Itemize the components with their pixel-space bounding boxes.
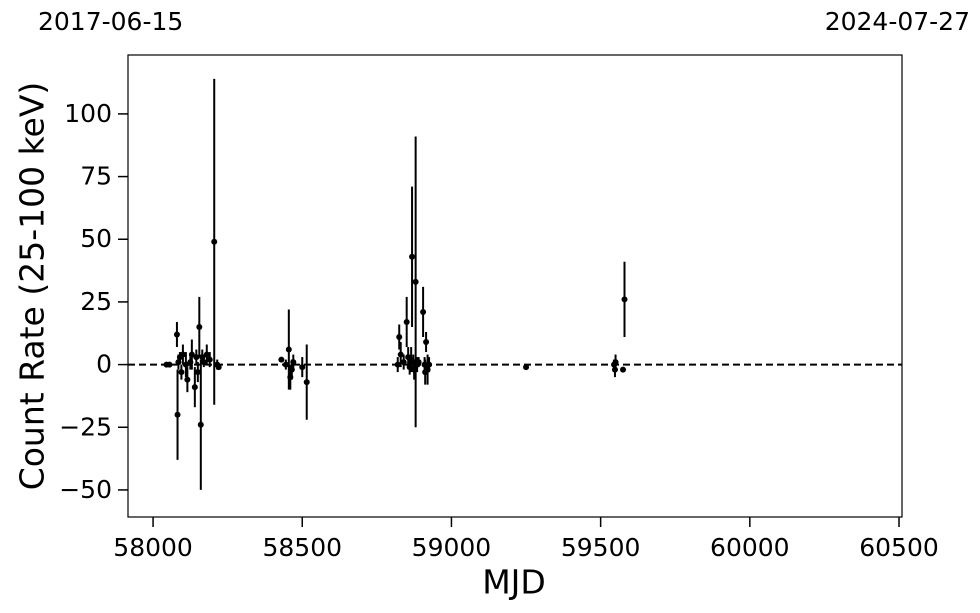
data-point [215,364,222,371]
data-point [166,361,173,368]
data-point [200,359,207,366]
data-point [179,351,186,358]
data-point [193,354,200,361]
data-point [282,361,289,368]
x-tick-label: 58500 [262,533,342,562]
data-point [191,384,198,391]
plot-frame [127,54,903,518]
data-point [197,421,204,428]
data-point [188,351,195,358]
data-point [397,351,404,358]
data-point [620,366,627,373]
data-point [400,359,407,366]
data-point [403,318,410,325]
data-point [412,278,419,285]
data-point [394,361,401,368]
data-point [303,379,310,386]
y-tick-label: 25 [80,287,112,316]
x-tick-label: 60500 [859,533,939,562]
data-point [196,323,203,330]
data-point [206,356,213,363]
y-tick-label: 75 [80,162,112,191]
data-point [290,359,297,366]
data-point [523,364,530,371]
x-tick-label: 60000 [710,533,790,562]
data-point [415,359,422,366]
data-point [299,364,306,371]
y-tick-label: 100 [64,99,112,128]
y-tick-label: −25 [59,412,112,441]
data-point [203,351,210,358]
x-tick-label: 58000 [113,533,193,562]
data-point [612,359,619,366]
data-point [285,346,292,353]
data-point [420,308,427,315]
date-annotation: 2024-07-27 [825,7,970,36]
x-tick-label: 59000 [412,533,492,562]
y-tick-label: 0 [96,350,112,379]
data-point [211,238,218,245]
data-point [409,253,416,260]
x-tick-label: 59500 [561,533,641,562]
y-axis-label: Count Rate (25-100 keV) [13,82,52,491]
data-point [423,339,430,346]
y-tick-label: −50 [59,475,112,504]
date-annotation: 2017-06-15 [38,7,183,36]
data-point [174,411,181,418]
data-point [426,361,433,368]
y-tick-label: 50 [80,224,112,253]
data-point [278,356,285,363]
data-point [184,376,191,383]
data-point [182,361,189,368]
data-point [194,369,201,376]
data-point [173,331,180,338]
data-point [178,369,185,376]
data-point [396,334,403,341]
data-point [621,296,628,303]
x-axis-label: MJD [482,563,546,602]
